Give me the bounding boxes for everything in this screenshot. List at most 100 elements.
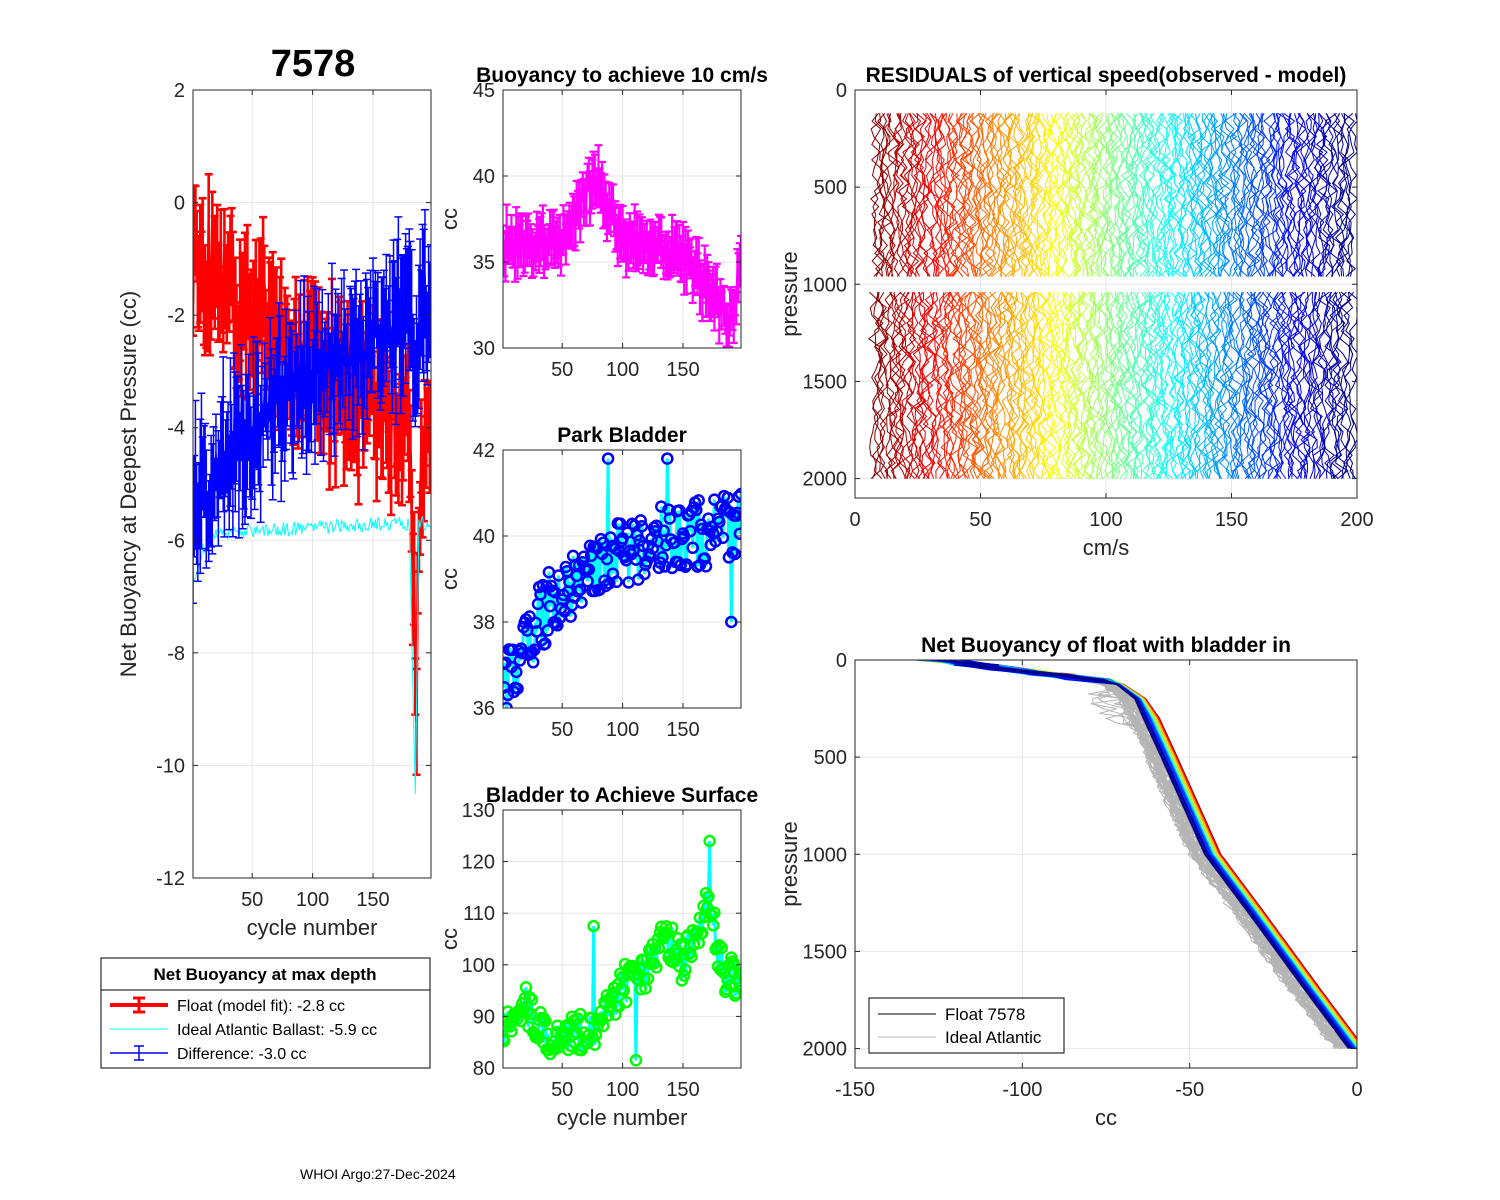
tick-label-y: -10 xyxy=(156,755,185,777)
chart-title: Bladder to Achieve Surface xyxy=(486,784,758,807)
residual-profile xyxy=(1012,113,1026,277)
tick-label-y: -4 xyxy=(167,418,185,440)
park-bladder-marker xyxy=(658,560,672,573)
residual-profile xyxy=(1162,113,1175,277)
profiles-legend: Float 7578 Ideal Atlantic xyxy=(868,997,1065,1054)
tick-label-y: 2000 xyxy=(803,469,848,491)
tick-label-y: 110 xyxy=(463,903,495,925)
residual-profile xyxy=(972,113,986,277)
residual-profile xyxy=(1133,113,1147,277)
residual-profile xyxy=(1019,291,1033,479)
residual-profile xyxy=(939,113,952,277)
residual-profile xyxy=(912,112,925,277)
residual-profile xyxy=(1291,113,1302,277)
residual-profile xyxy=(876,112,890,277)
tick-label-y: 40 xyxy=(473,526,495,548)
park-bladder-marker xyxy=(734,487,741,501)
residual-profile xyxy=(959,291,973,479)
residual-profile xyxy=(1320,113,1334,277)
residual-profile xyxy=(982,112,996,277)
residual-profile xyxy=(1327,113,1342,277)
residual-profile xyxy=(1307,292,1321,479)
residual-profile xyxy=(977,291,991,480)
tick-label-y: 2000 xyxy=(803,1039,848,1061)
residual-profile xyxy=(908,113,923,277)
park-bladder-marker xyxy=(680,558,693,571)
park-bladder-marker xyxy=(543,599,557,613)
residual-profile xyxy=(1169,291,1183,479)
y-axis-label: Net Buoyancy at Deepest Pressure (cc) xyxy=(116,291,141,677)
legend-label-ideal: Ideal Atlantic Ballast: -5.9 cc xyxy=(177,1022,377,1039)
residual-profile xyxy=(1230,112,1243,277)
residual-profile xyxy=(1237,292,1251,479)
residual-profile xyxy=(1080,113,1094,277)
park-bladder-marker xyxy=(510,665,523,679)
residual-profile xyxy=(943,291,958,479)
residual-profile xyxy=(1203,291,1218,479)
residual-profile xyxy=(962,291,975,479)
residual-profile xyxy=(1126,113,1140,277)
tick-label-x: 200 xyxy=(1340,509,1373,531)
axes-frame xyxy=(854,659,1358,1069)
surface-bladder-marker xyxy=(525,993,539,1006)
residual-profile xyxy=(1100,292,1114,479)
residual-profile xyxy=(1244,291,1258,479)
residual-profile xyxy=(913,291,927,479)
residual-profile xyxy=(921,292,935,479)
residual-profile xyxy=(1173,291,1188,479)
residual-profile xyxy=(1317,112,1332,277)
legend-label-ideal-atlantic: Ideal Atlantic xyxy=(945,1028,1042,1047)
residual-profile xyxy=(1295,291,1309,479)
tick-label-y: -2 xyxy=(167,305,185,327)
residual-profile xyxy=(1228,113,1240,277)
ideal-profile xyxy=(925,660,1345,1049)
tick-label-y: -8 xyxy=(167,643,185,665)
surface-bladder-marker xyxy=(677,969,691,982)
residual-profile xyxy=(931,292,946,479)
park-bladder-marker xyxy=(513,654,527,667)
residual-profile xyxy=(1118,291,1132,479)
tick-label-y: 42 xyxy=(473,440,495,462)
residual-profile xyxy=(1321,292,1334,479)
residual-profile xyxy=(1030,291,1042,479)
residual-profile xyxy=(949,291,963,479)
park-bladder-marker xyxy=(699,560,713,573)
park-bladder-marker xyxy=(733,527,741,540)
residual-profile xyxy=(1343,112,1357,277)
residual-profile xyxy=(1083,113,1097,277)
residual-profile xyxy=(1033,112,1046,277)
surface-bladder-marker xyxy=(539,1014,552,1028)
residual-profile xyxy=(1133,291,1147,479)
legend-title: Net Buoyancy at max depth xyxy=(154,965,377,984)
residual-profile xyxy=(1203,113,1218,277)
residual-profile xyxy=(924,291,937,479)
residual-profile xyxy=(1296,113,1308,277)
tick-label-x: 50 xyxy=(551,719,573,741)
residual-profile xyxy=(957,112,970,277)
tick-label-y: 36 xyxy=(473,698,495,720)
residual-profile xyxy=(1000,291,1013,479)
residual-profile xyxy=(1062,112,1077,277)
residual-profile xyxy=(906,292,920,479)
tick-label-y: 0 xyxy=(174,193,185,215)
residual-profile xyxy=(1123,112,1137,277)
tick-label-y: 1000 xyxy=(803,274,848,296)
residual-profile xyxy=(1188,112,1203,277)
tick-label-y: 130 xyxy=(462,800,495,822)
residual-profile xyxy=(1340,291,1354,479)
tick-label-y: 40 xyxy=(473,166,495,188)
data-layer xyxy=(193,172,431,794)
residual-profile xyxy=(1161,291,1174,479)
residual-profile xyxy=(1180,292,1195,479)
residual-profile xyxy=(987,113,1000,277)
residual-profile xyxy=(1239,292,1254,479)
residual-profile xyxy=(967,291,981,479)
residual-profile xyxy=(1128,113,1142,277)
residual-profile xyxy=(1267,291,1281,479)
residual-profile xyxy=(868,291,882,479)
park-bladder-marker xyxy=(635,519,649,533)
surface-bladder-marker xyxy=(715,941,728,955)
residual-profile xyxy=(1196,291,1210,479)
residual-profile xyxy=(1229,291,1243,479)
tick-label-y: -6 xyxy=(167,530,185,552)
